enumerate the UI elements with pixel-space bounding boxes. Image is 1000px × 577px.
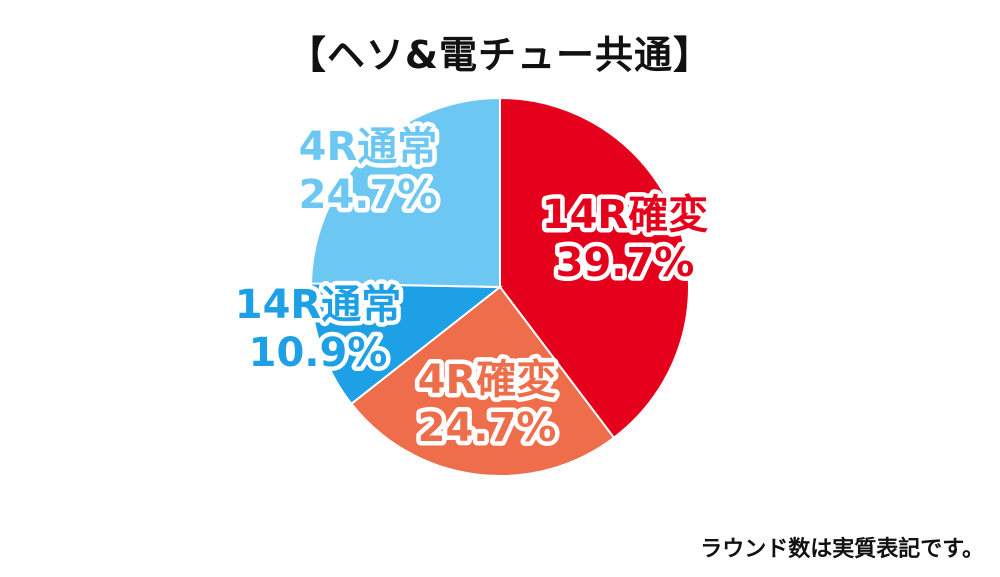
slice-label-2: 4R確変	[418, 357, 557, 403]
slice-label-3: 14R通常	[235, 282, 401, 328]
slice-value-3: 10.9%	[249, 330, 388, 376]
slice-value-1: 39.7%	[556, 240, 695, 286]
footnote: ラウンド数は実質表記です。	[700, 537, 984, 562]
pie-slice-3	[310, 282, 503, 406]
slice-label-1: 14R確変	[542, 192, 708, 238]
pie-slice-1	[499, 96, 690, 440]
pie-slice-2	[349, 285, 616, 477]
slice-value-4: 24.7%	[299, 172, 438, 218]
pie-slices	[310, 96, 690, 477]
slice-value-2: 24.7%	[418, 405, 557, 451]
slice-label-4: 4R通常	[299, 124, 438, 170]
chart-title: 【ヘソ&電チュー共通】	[287, 33, 713, 77]
pie-slice-4	[310, 96, 501, 289]
